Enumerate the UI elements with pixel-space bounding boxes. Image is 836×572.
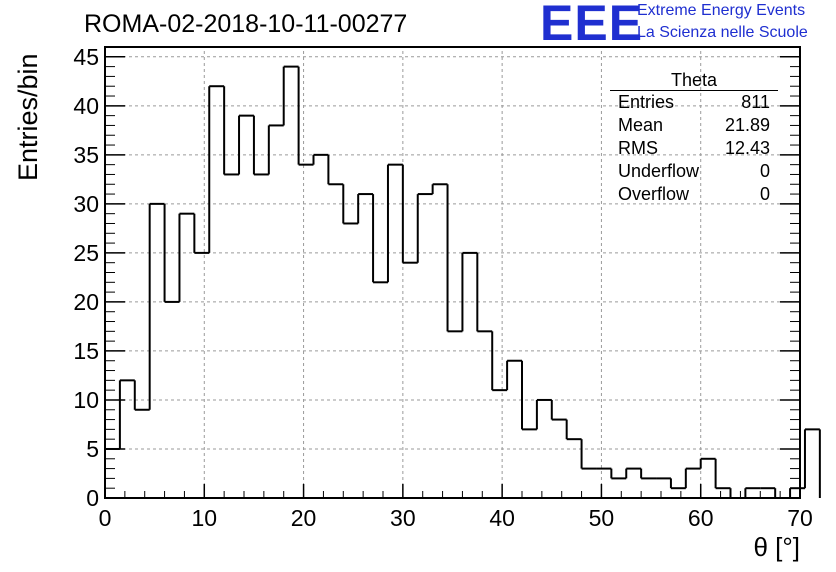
stats-box: Theta Entries 811 Mean 21.89 RMS 12.43 U… bbox=[610, 70, 778, 206]
stats-label: Underflow bbox=[618, 161, 700, 181]
y-tick-label: 20 bbox=[73, 289, 99, 315]
stats-row: Overflow 0 bbox=[610, 183, 778, 206]
x-axis: 0 10 20 30 40 50 60 70 bbox=[99, 484, 813, 531]
x-tick-label: 20 bbox=[291, 505, 317, 531]
eee-logo: EEE bbox=[540, 0, 644, 51]
x-axis-label: θ [°] bbox=[753, 532, 800, 562]
y-axis: 0 5 10 15 20 25 30 35 40 45 bbox=[73, 44, 800, 511]
y-tick-label: 40 bbox=[73, 93, 99, 119]
x-tick-label: 70 bbox=[787, 505, 813, 531]
logo-text-line1: Extreme Energy Events bbox=[637, 2, 806, 19]
stats-row: Underflow 0 bbox=[610, 160, 778, 183]
x-tick-label: 40 bbox=[489, 505, 515, 531]
stats-label: Overflow bbox=[618, 184, 690, 204]
grid-lines bbox=[105, 47, 800, 498]
stats-label: Entries bbox=[618, 92, 675, 112]
stats-row: RMS 12.43 bbox=[610, 137, 778, 160]
y-tick-label: 5 bbox=[86, 436, 99, 462]
stats-value: 12.43 bbox=[724, 138, 770, 158]
y-axis-label: Entries/bin bbox=[13, 53, 43, 181]
x-tick-label: 30 bbox=[390, 505, 416, 531]
y-tick-label: 10 bbox=[73, 387, 99, 413]
y-tick-label: 15 bbox=[73, 338, 99, 364]
stats-value: 811 bbox=[741, 92, 770, 112]
x-tick-label: 60 bbox=[688, 505, 714, 531]
stats-value: 0 bbox=[759, 161, 770, 181]
y-tick-label: 25 bbox=[73, 240, 99, 266]
stats-label: RMS bbox=[618, 138, 658, 158]
x-tick-label: 0 bbox=[99, 505, 112, 531]
stats-title: Theta bbox=[610, 70, 778, 91]
stats-value: 21.89 bbox=[724, 115, 770, 135]
y-tick-label: 0 bbox=[86, 485, 99, 511]
y-tick-label: 30 bbox=[73, 191, 99, 217]
chart-title: ROMA-02-2018-10-11-00277 bbox=[84, 10, 408, 38]
stats-row: Mean 21.89 bbox=[610, 114, 778, 137]
y-tick-label: 45 bbox=[73, 44, 99, 70]
x-tick-label: 10 bbox=[191, 505, 217, 531]
stats-value: 0 bbox=[759, 184, 770, 204]
logo-text-line2: La Scienza nelle Scuole bbox=[637, 24, 808, 41]
stats-row: Entries 811 bbox=[610, 91, 778, 114]
x-tick-label: 50 bbox=[589, 505, 615, 531]
stats-label: Mean bbox=[618, 115, 664, 135]
histogram-series bbox=[104, 65, 821, 499]
y-tick-label: 35 bbox=[73, 142, 99, 168]
